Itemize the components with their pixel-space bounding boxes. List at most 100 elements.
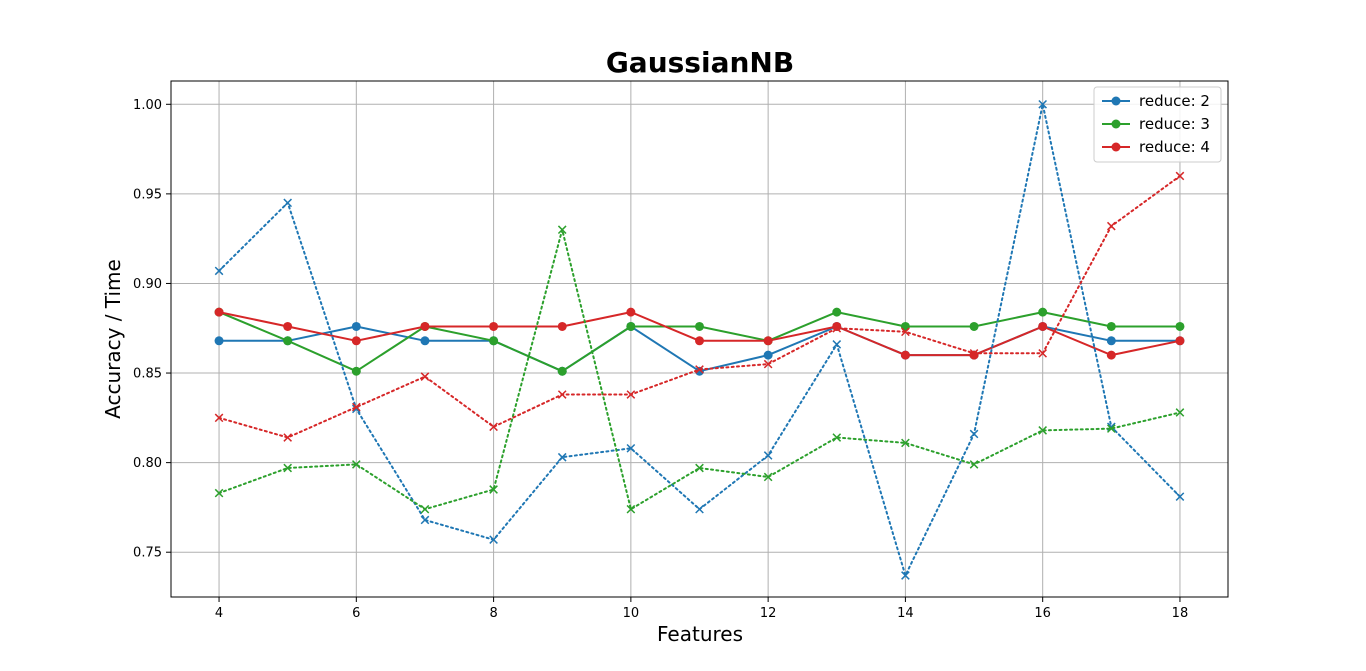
data-point <box>489 485 498 494</box>
data-point <box>283 321 293 331</box>
legend-swatch-marker <box>1111 96 1121 106</box>
data-point <box>420 321 430 331</box>
data-point <box>351 460 361 469</box>
data-point <box>489 321 499 331</box>
data-point <box>1106 221 1116 231</box>
legend-entry: reduce: 3 <box>1102 115 1210 133</box>
y-tick-label: 0.75 <box>133 546 162 561</box>
data-point <box>1106 336 1116 346</box>
data-point <box>214 266 224 276</box>
data-point <box>283 433 293 442</box>
y-tick-label: 0.85 <box>133 367 162 382</box>
data-point <box>1038 99 1048 109</box>
data-point <box>901 327 910 337</box>
data-point <box>1106 350 1116 360</box>
data-point <box>214 488 224 498</box>
data-point <box>626 321 636 331</box>
data-point <box>489 422 498 432</box>
data-point <box>969 321 979 331</box>
data-point <box>901 571 910 580</box>
data-point <box>1175 492 1185 501</box>
data-point <box>695 463 704 473</box>
data-point <box>832 323 842 333</box>
series-5 <box>214 171 1185 442</box>
data-point <box>626 504 636 514</box>
legend-swatch-marker <box>1111 142 1121 152</box>
y-tick-label: 0.95 <box>133 187 162 202</box>
data-point <box>557 390 567 399</box>
data-point <box>763 350 773 360</box>
x-tick-label: 16 <box>1034 606 1051 621</box>
data-point <box>557 366 567 376</box>
legend-label: reduce: 3 <box>1139 115 1210 133</box>
legend-entry: reduce: 4 <box>1102 138 1210 156</box>
data-point <box>695 504 704 514</box>
x-tick-label: 8 <box>489 606 497 621</box>
data-point <box>351 366 361 376</box>
data-point <box>695 365 704 374</box>
data-point <box>557 452 567 462</box>
series-4 <box>214 225 1185 514</box>
y-tick-label: 1.00 <box>133 98 162 113</box>
series-3 <box>214 99 1185 580</box>
data-point <box>489 336 499 346</box>
x-tick-label: 12 <box>760 606 777 621</box>
series-2 <box>214 307 1185 360</box>
data-point <box>763 472 773 482</box>
y-axis-label: Accuracy / Time <box>101 259 125 419</box>
data-point <box>351 402 361 412</box>
legend: reduce: 2 reduce: 3 reduce: 4 <box>1093 86 1222 163</box>
legend-swatch-marker <box>1111 119 1121 129</box>
data-point <box>969 460 979 469</box>
data-point <box>695 336 704 346</box>
data-point <box>832 307 842 317</box>
data-point <box>283 336 293 346</box>
x-tick-label: 10 <box>623 606 640 621</box>
data-point <box>557 321 567 331</box>
plot-frame <box>170 80 1229 598</box>
data-point <box>626 443 636 453</box>
data-point <box>763 336 773 346</box>
data-point <box>351 321 361 331</box>
data-point <box>1038 426 1048 435</box>
data-point <box>1106 424 1116 433</box>
x-tick-label: 6 <box>352 606 360 621</box>
legend-label: reduce: 2 <box>1139 92 1210 110</box>
data-point <box>489 535 498 544</box>
data-point <box>1038 321 1048 331</box>
data-point <box>557 225 567 235</box>
data-point <box>695 321 704 331</box>
data-point <box>420 515 430 525</box>
x-tick-label: 18 <box>1172 606 1189 621</box>
series-line <box>218 228 1181 511</box>
x-tick-label: 14 <box>897 606 914 621</box>
data-point <box>969 429 979 439</box>
data-point <box>420 372 430 381</box>
data-point <box>626 307 636 317</box>
series-layer <box>214 99 1185 580</box>
data-point <box>214 336 224 346</box>
data-point <box>1175 336 1185 346</box>
data-point <box>420 336 430 346</box>
x-axis-label: Features <box>657 622 743 646</box>
data-point <box>1175 408 1185 417</box>
data-point <box>351 336 361 346</box>
x-axis: 4 6 8 10 12 14 16 18 <box>215 597 1188 621</box>
data-point <box>283 463 293 473</box>
data-point <box>626 390 636 399</box>
data-point <box>1175 321 1185 331</box>
y-axis: 0.75 0.80 0.85 0.90 0.95 1.00 <box>133 98 171 561</box>
data-point <box>832 340 842 349</box>
legend-label: reduce: 4 <box>1139 138 1210 156</box>
data-point <box>1038 307 1048 317</box>
data-point <box>763 359 773 369</box>
data-point <box>1106 321 1116 331</box>
x-tick-label: 4 <box>215 606 223 621</box>
chart-title: GaussianNB <box>606 46 794 79</box>
data-point <box>901 438 910 448</box>
data-point <box>283 198 293 208</box>
y-tick-label: 0.80 <box>133 456 162 471</box>
data-point <box>1038 349 1048 358</box>
data-point <box>832 433 842 442</box>
